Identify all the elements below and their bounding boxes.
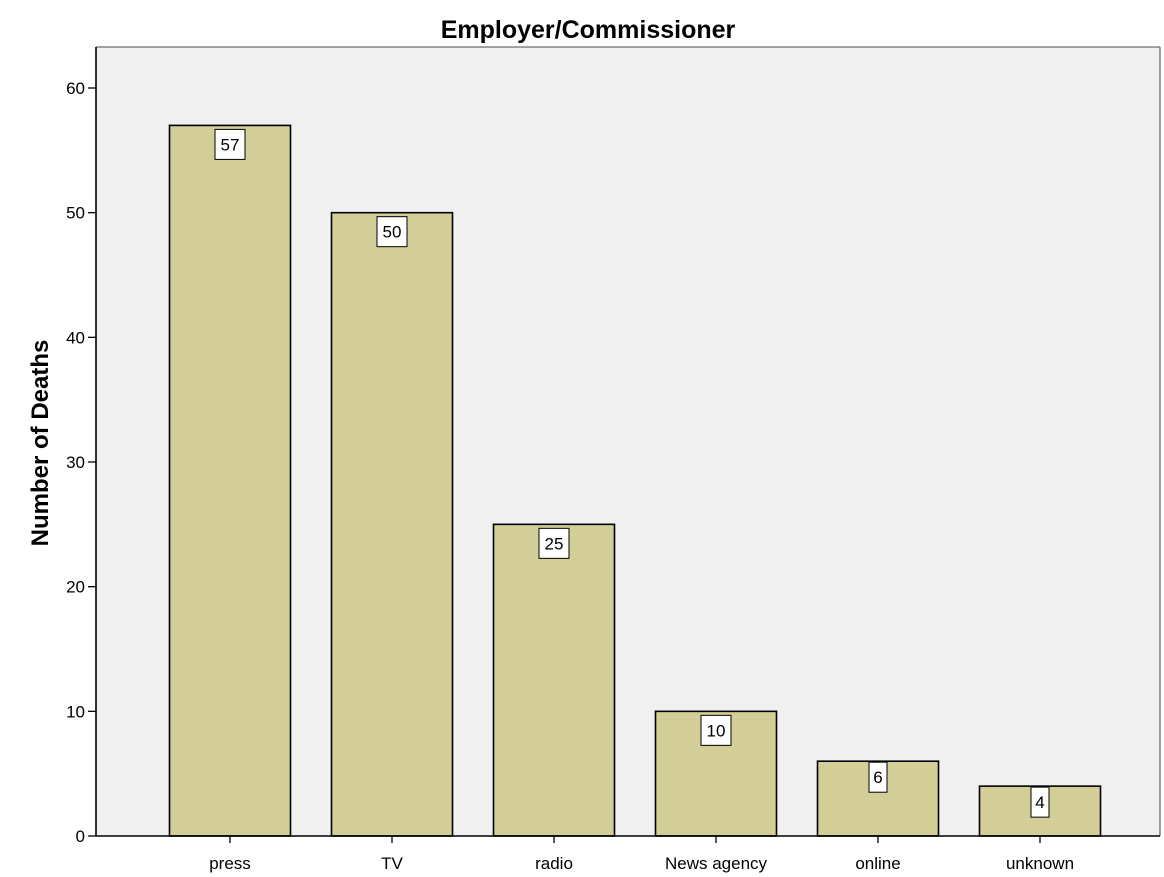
x-tick-label: radio: [535, 854, 573, 873]
data-label-box: [538, 527, 570, 559]
data-label: 57: [221, 135, 240, 154]
x-axis-ticks: press TV radio News agency online unknown: [209, 836, 1074, 873]
data-label: 25: [545, 534, 564, 553]
x-tick-label: online: [855, 854, 900, 873]
data-label-box: [868, 761, 888, 793]
y-tick-label: 40: [66, 328, 85, 347]
data-label-box: [376, 216, 408, 248]
data-labels: 57 50 25 10 6 4: [214, 128, 1050, 818]
y-tick-label: 20: [66, 578, 85, 597]
data-label: 6: [873, 768, 882, 787]
data-label: 4: [1035, 793, 1044, 812]
data-label-box: [1030, 786, 1050, 818]
y-tick-label: 0: [76, 827, 85, 846]
y-axis-ticks: 0 10 20 30 40 50 60: [66, 79, 96, 846]
y-tick-label: 60: [66, 79, 85, 98]
y-tick-label: 10: [66, 702, 85, 721]
data-label: 10: [707, 721, 726, 740]
data-label: 50: [383, 223, 402, 242]
bar-tv: [330, 211, 454, 837]
bar-press: [168, 124, 292, 837]
y-tick-label: 30: [66, 453, 85, 472]
x-tick-label: News agency: [665, 854, 768, 873]
x-tick-label: unknown: [1006, 854, 1074, 873]
x-tick-label: TV: [381, 854, 403, 873]
data-label-box: [700, 714, 732, 746]
y-axis-label: Number of Deaths: [27, 340, 54, 547]
data-label-box: [214, 128, 246, 160]
y-tick-label: 50: [66, 204, 85, 223]
x-tick-label: press: [209, 854, 251, 873]
chart-title: Employer/Commissioner: [441, 16, 736, 44]
bar-radio: [492, 523, 616, 837]
axes: [95, 46, 1161, 837]
